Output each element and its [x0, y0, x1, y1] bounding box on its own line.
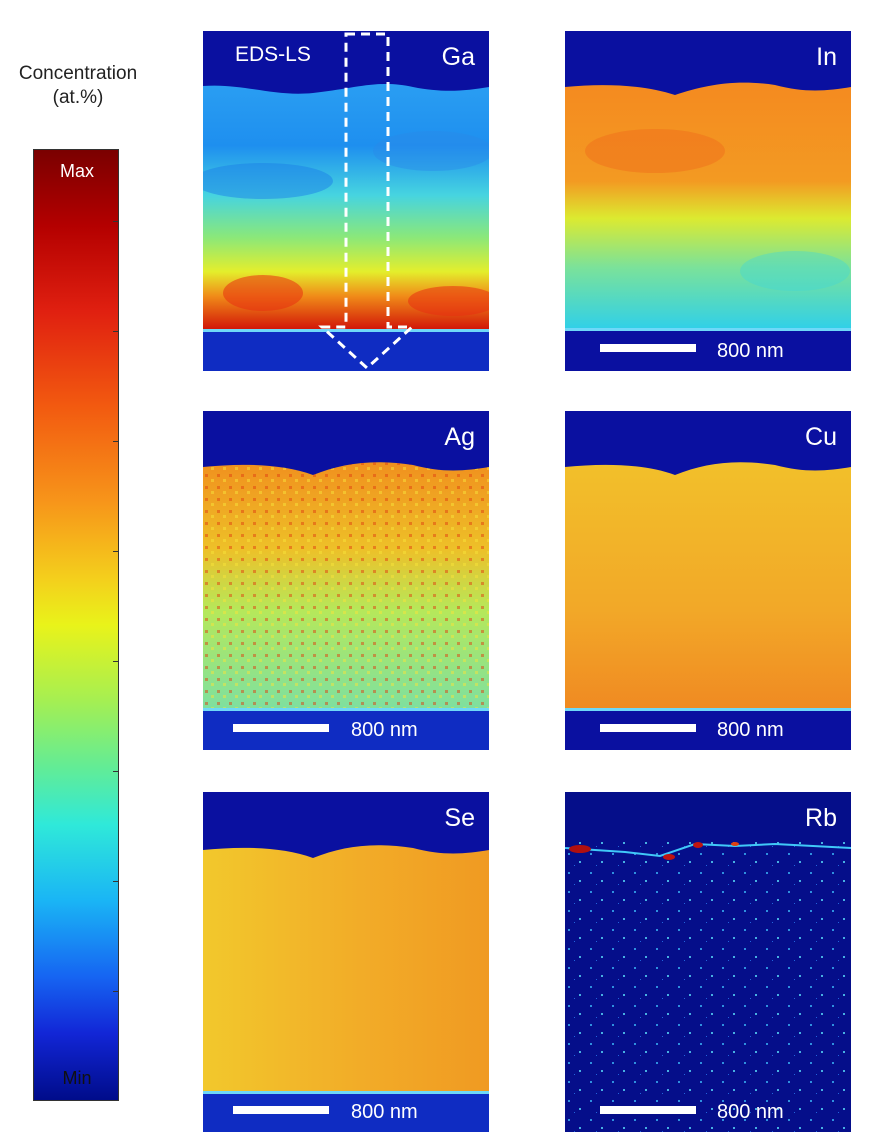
element-label-in: In — [816, 43, 837, 71]
colorbar-tick — [113, 331, 118, 332]
colorbar-tick — [113, 441, 118, 442]
cu-map-panel: Cu 800 nm — [565, 411, 851, 750]
scale-bar-label: 800 nm — [717, 340, 784, 362]
scale-bar — [600, 1106, 696, 1114]
colorbar-tick — [113, 771, 118, 772]
scale-bar — [233, 724, 329, 732]
element-label-se: Se — [444, 804, 475, 832]
line-scan-label: EDS-LS — [235, 43, 311, 66]
colorbar-tick — [113, 221, 118, 222]
rb-map-panel: Rb 800 nm — [565, 792, 851, 1132]
colorbar-tick — [113, 881, 118, 882]
line-scan-arrow — [318, 32, 416, 371]
colorbar-title-line1: Concentration — [18, 63, 138, 84]
scale-bar-label: 800 nm — [717, 719, 784, 741]
colorbar-min-label: Min — [62, 1068, 92, 1088]
colorbar-tick — [113, 661, 118, 662]
scale-bar — [600, 344, 696, 352]
colorbar-tick — [113, 551, 118, 552]
element-label-rb: Rb — [805, 804, 837, 832]
in-map-image — [565, 31, 851, 371]
se-map-panel: Se 800 nm — [203, 792, 489, 1132]
colorbar-max-label: Max — [59, 161, 94, 181]
ga-map-panel: EDS-LS Ga — [203, 31, 489, 371]
colorbar-tick — [113, 991, 118, 992]
in-map-panel: In 800 nm — [565, 31, 851, 371]
colorbar-title: Concentration (at.%) — [0, 62, 156, 110]
colorbar: Max Min — [33, 149, 119, 1101]
rb-map-image — [565, 792, 851, 1132]
scale-bar-label: 800 nm — [351, 1101, 418, 1123]
ag-map-panel: Ag 800 nm — [203, 411, 489, 750]
element-label-ga: Ga — [441, 43, 475, 71]
colorbar-title-line2: (at.%) — [52, 87, 104, 108]
se-map-image — [203, 792, 489, 1132]
cu-map-image — [565, 411, 851, 750]
ag-map-image — [203, 411, 489, 750]
scale-bar-label: 800 nm — [717, 1101, 784, 1123]
ga-map-image — [203, 31, 489, 371]
scale-bar-label: 800 nm — [351, 719, 418, 741]
element-label-ag: Ag — [444, 423, 475, 451]
element-label-cu: Cu — [805, 423, 837, 451]
scale-bar — [600, 724, 696, 732]
scale-bar — [233, 1106, 329, 1114]
